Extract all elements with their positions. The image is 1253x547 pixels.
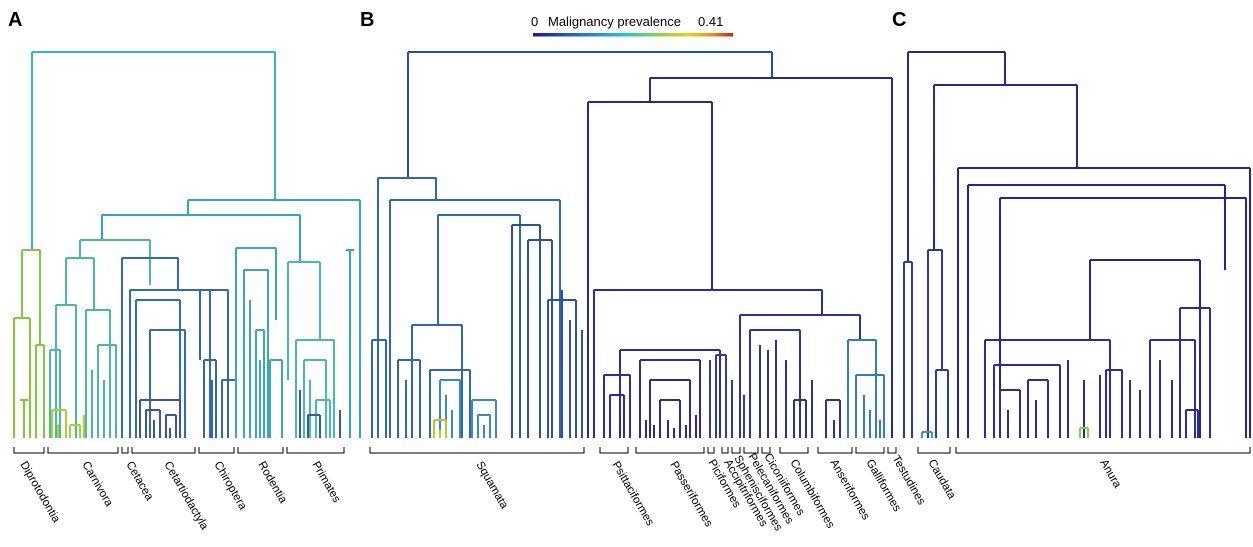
tree-a-primates-low xyxy=(299,390,341,438)
clade-label-passeriformes: Passeriformes xyxy=(667,460,714,530)
clade-label-squamata: Squamata xyxy=(473,460,510,512)
tree-a-rodentia xyxy=(235,247,283,438)
tree-a-cetart-sub xyxy=(139,399,181,438)
colorbar-min-label: 0 xyxy=(531,14,538,29)
tree-panel-c xyxy=(903,51,1251,438)
bracket-diprotodontia xyxy=(13,447,45,454)
bracket-piciformes xyxy=(707,447,715,454)
bracket-sphenisciformes xyxy=(731,447,741,454)
bracket-anura xyxy=(955,447,1251,454)
colorbar-title: Malignancy prevalence xyxy=(548,14,681,29)
bracket-passeriformes xyxy=(635,447,705,454)
tree-c-anura-leaves xyxy=(1067,360,1141,438)
bracket-squamata xyxy=(369,447,585,454)
tree-panel-a xyxy=(13,51,361,438)
colorbar-gradient xyxy=(533,33,733,37)
bracket-psittaciformes xyxy=(599,447,629,454)
bracket-galliformes xyxy=(855,447,885,454)
tree-b-squamata xyxy=(371,177,561,438)
clade-label-cetacea: Cetacea xyxy=(123,460,155,504)
panel-letter-b: B xyxy=(360,9,374,31)
tree-c-anura-right xyxy=(1149,307,1211,438)
clade-label-anseriformes: Anseriformes xyxy=(827,458,871,523)
tree-c-anura-sub xyxy=(984,339,1111,438)
bracket-columbiformes xyxy=(779,447,809,454)
tree-b-squamata-right xyxy=(511,224,583,438)
tree-a-main xyxy=(101,199,361,438)
tree-a-carnivora xyxy=(49,239,151,438)
tree-c-caudata xyxy=(927,249,949,438)
tree-b-galliformes xyxy=(847,339,885,438)
bracket-primates xyxy=(286,447,345,454)
tree-a-diprotodontia xyxy=(13,249,45,438)
tree-panel-b xyxy=(371,51,893,438)
bracket-chiroptera xyxy=(198,447,235,454)
clade-label-primates: Primates xyxy=(309,460,342,506)
bracket-pelecaniformes xyxy=(743,447,759,454)
clade-label-cetartiodactyla: Cetartiodactyla xyxy=(161,460,210,533)
clade-brackets xyxy=(13,447,1251,454)
bracket-carnivora xyxy=(47,447,119,454)
tree-b-other-orders xyxy=(739,314,861,438)
tree-a-carnivora-high xyxy=(51,409,85,438)
clade-label-psittaciformes: Psittaciformes xyxy=(609,460,656,529)
clade-label-chiroptera: Chiroptera xyxy=(211,460,249,513)
tree-b-birds-root xyxy=(587,77,893,438)
tree-b-root xyxy=(407,51,773,178)
bracket-caudata xyxy=(917,447,951,454)
bracket-accipitriformes xyxy=(721,447,729,454)
clade-label-caudata: Caudata xyxy=(925,458,957,502)
clade-labels: Diprotodontia Carnivora Cetacea Cetartio… xyxy=(17,452,1123,534)
tree-b-passeriformes xyxy=(639,359,701,438)
tree-c-testudines xyxy=(903,261,913,438)
tree-c-anura xyxy=(957,167,1251,438)
bracket-rodentia xyxy=(237,447,284,454)
tree-c-anura-high xyxy=(1079,427,1089,438)
clade-label-rodentia: Rodentia xyxy=(255,460,289,506)
bracket-anseriformes xyxy=(817,447,853,454)
panel-letter-a: A xyxy=(8,9,22,31)
clade-label-anura: Anura xyxy=(1097,458,1123,491)
tree-b-squamata-sub xyxy=(439,379,497,438)
bracket-cetacea xyxy=(121,447,129,454)
tree-b-other-leaves xyxy=(709,354,745,438)
colorbar: 0 Malignancy prevalence 0.41 xyxy=(531,14,733,37)
colorbar-max-label: 0.41 xyxy=(698,14,723,29)
tree-a-chiroptera xyxy=(199,289,237,438)
bracket-testudines xyxy=(887,447,897,454)
tree-c-root xyxy=(907,51,1078,262)
tree-a-cet xyxy=(121,257,211,438)
tree-a-root xyxy=(31,51,276,250)
tree-c-caudata-low xyxy=(921,431,933,438)
clade-label-carnivora: Carnivora xyxy=(79,460,115,510)
tree-b-birds-main xyxy=(593,289,823,438)
panel-letter-c: C xyxy=(892,9,906,31)
bracket-cetartiodactyla xyxy=(131,447,196,454)
tree-b-squamata-high xyxy=(433,419,447,438)
clade-label-diprotodontia: Diprotodontia xyxy=(17,460,62,526)
tree-a-primates xyxy=(287,261,335,438)
bracket-ciconiiformes xyxy=(761,447,771,454)
